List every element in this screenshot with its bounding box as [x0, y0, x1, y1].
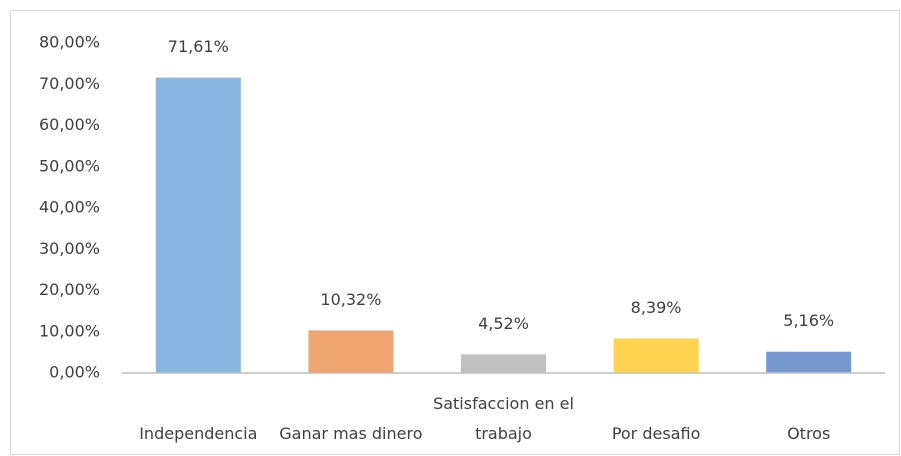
x-tick-label: Por desafio	[611, 424, 701, 443]
bar	[461, 354, 546, 373]
y-tick-label: 50,00%	[39, 156, 100, 175]
bar	[766, 351, 852, 373]
chart-frame	[10, 10, 900, 455]
x-tick-label: Satisfaccion en el trabajo	[433, 394, 574, 443]
y-tick-label: 40,00%	[39, 198, 100, 217]
bar	[308, 330, 394, 373]
y-tick-label: 60,00%	[39, 115, 100, 134]
value-label: 8,39%	[631, 298, 682, 317]
value-label: 5,16%	[783, 311, 834, 330]
bar	[155, 77, 241, 373]
value-label: 10,32%	[320, 290, 381, 309]
bar	[613, 338, 699, 373]
y-tick-label: 70,00%	[39, 74, 100, 93]
y-tick-label: 80,00%	[39, 33, 100, 52]
value-label: 71,61%	[168, 37, 229, 56]
x-tick-label: Otros	[787, 424, 831, 443]
value-label: 4,52%	[478, 314, 529, 333]
x-tick-label: Ganar mas dinero	[279, 424, 423, 443]
y-tick-label: 0,00%	[49, 363, 100, 382]
y-tick-label: 20,00%	[39, 280, 100, 299]
x-tick-label: Independencia	[139, 424, 258, 443]
y-tick-label: 30,00%	[39, 239, 100, 258]
y-tick-label: 10,00%	[39, 321, 100, 340]
